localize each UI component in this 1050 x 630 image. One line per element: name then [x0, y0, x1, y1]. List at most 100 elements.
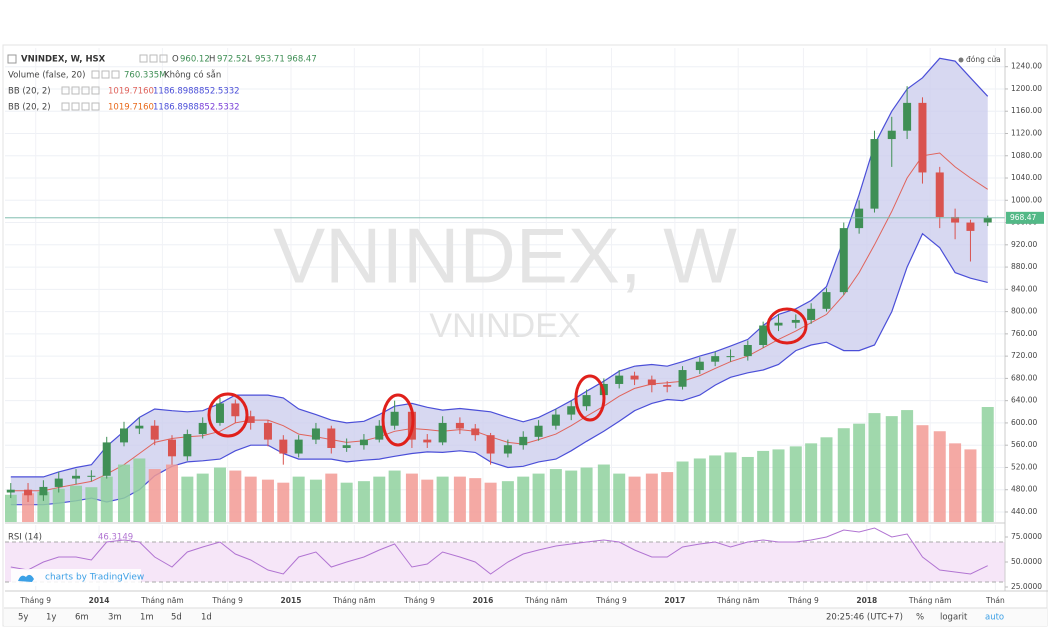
candle-body — [311, 428, 320, 440]
y-tick-label: 560.00 — [1011, 440, 1037, 449]
volume-bar — [916, 425, 929, 522]
highlight-circle — [766, 307, 808, 345]
y-tick-label: 1040.00 — [1011, 173, 1042, 182]
candle-body — [246, 416, 255, 423]
y-tick-label: 840.00 — [1011, 284, 1037, 293]
range-button[interactable]: 5d — [171, 613, 182, 623]
volume-bar — [645, 473, 658, 522]
candle-body — [534, 425, 543, 437]
header-icons — [61, 54, 168, 111]
x-tick-label: 2018 — [856, 596, 877, 605]
high-label: H — [209, 55, 215, 65]
volume-bar — [661, 472, 674, 522]
candle-body — [918, 102, 927, 173]
volume-bar — [820, 437, 833, 522]
volume-bar — [405, 473, 418, 522]
volume-bar — [901, 410, 914, 522]
candle-body — [87, 475, 96, 477]
volume-bar — [388, 470, 401, 522]
legend-value: 760.335M — [124, 71, 166, 81]
bb-upper — [10, 57, 989, 478]
candle-body — [743, 345, 752, 357]
volume-bar — [261, 479, 274, 522]
high-value: 972.52 — [217, 55, 247, 65]
volume-bar — [292, 476, 305, 522]
x-tick-label: Tháng 9 — [595, 596, 627, 605]
candle-body — [390, 411, 399, 426]
log-toggle[interactable]: logarit — [940, 613, 968, 623]
candle-body — [615, 375, 624, 384]
volume-bar — [517, 476, 530, 522]
candle-body — [567, 406, 576, 415]
x-tick-label: 2017 — [664, 596, 685, 605]
watermark-sub: VNINDEX — [429, 307, 580, 345]
volume-bar — [357, 481, 370, 522]
y-tick-label: 1200.00 — [1011, 84, 1042, 93]
y-tick-label: 480.00 — [1011, 485, 1037, 494]
range-button[interactable]: 1m — [140, 613, 154, 623]
volume-bar — [453, 476, 466, 522]
y-tick-label: 1000.00 — [1011, 195, 1042, 204]
collapse-icon[interactable] — [7, 54, 17, 64]
volume-bar — [772, 449, 785, 522]
candle-body — [870, 139, 879, 209]
volume-bar — [148, 469, 161, 522]
range-button[interactable]: 5y — [18, 613, 28, 623]
candle-body — [263, 422, 272, 440]
candle-body — [486, 435, 495, 454]
legend-value: 852.5332 — [199, 103, 240, 113]
annotations — [207, 307, 808, 447]
candle-body — [582, 395, 591, 407]
candle-body — [455, 422, 464, 429]
volume-bar — [565, 470, 578, 522]
candle-body — [198, 422, 207, 435]
percent-toggle[interactable]: % — [916, 613, 924, 623]
candle-body — [695, 361, 704, 371]
candle-body — [887, 130, 896, 140]
volume-bar — [100, 476, 113, 522]
legend-name: BB (20, 2) — [8, 87, 51, 97]
y-tick-label: 1080.00 — [1011, 151, 1042, 160]
y-tick-label: 720.00 — [1011, 351, 1037, 360]
candle-body — [711, 356, 720, 362]
x-tick-label: Tháng năm — [716, 596, 759, 605]
range-button[interactable]: 3m — [108, 613, 122, 623]
y-tick-label: 760.00 — [1011, 329, 1037, 338]
legend-value: 1019.7160 — [108, 103, 154, 113]
volume-bar — [789, 446, 802, 522]
y-tick-label: 1240.00 — [1011, 62, 1042, 71]
branding[interactable]: charts by TradingView — [45, 573, 144, 583]
candle-body — [807, 308, 816, 320]
volume-bar — [757, 450, 770, 522]
candle-body — [423, 439, 432, 443]
range-button[interactable]: 1d — [201, 613, 212, 623]
highlight-circle — [574, 374, 606, 422]
candle-body — [359, 439, 368, 446]
x-tick-label: Thán — [985, 596, 1005, 605]
close-value: 968.47 — [287, 55, 317, 65]
auto-toggle[interactable]: auto — [985, 613, 1004, 623]
volume-bar — [933, 431, 946, 522]
last-price-label: 968.47 — [1010, 213, 1036, 222]
x-tick-label: Tháng 9 — [19, 596, 51, 605]
volume-bar — [501, 481, 514, 522]
candle-body — [294, 439, 303, 454]
brand-logo — [18, 574, 34, 582]
volume-bar — [244, 476, 257, 522]
range-button[interactable]: 6m — [75, 613, 89, 623]
candle-body — [327, 428, 336, 448]
candles — [5, 86, 1005, 502]
bb-middle — [10, 152, 988, 492]
volume-bar — [70, 485, 83, 522]
open-label: O — [172, 55, 179, 65]
axes: 440.00 480.00 520.00 560.00 600.00 640.00 680.… — [19, 62, 1044, 605]
legend-value: 852.5332 — [199, 87, 240, 97]
volume-bar — [964, 449, 977, 522]
last-price-box — [1006, 211, 1044, 224]
volume-bar — [676, 461, 689, 522]
volume-bar — [693, 458, 706, 522]
y-tick-label: 800.00 — [1011, 307, 1037, 316]
candle-body — [183, 434, 192, 457]
volume-bar — [885, 416, 898, 522]
range-button[interactable]: 1y — [46, 613, 56, 623]
